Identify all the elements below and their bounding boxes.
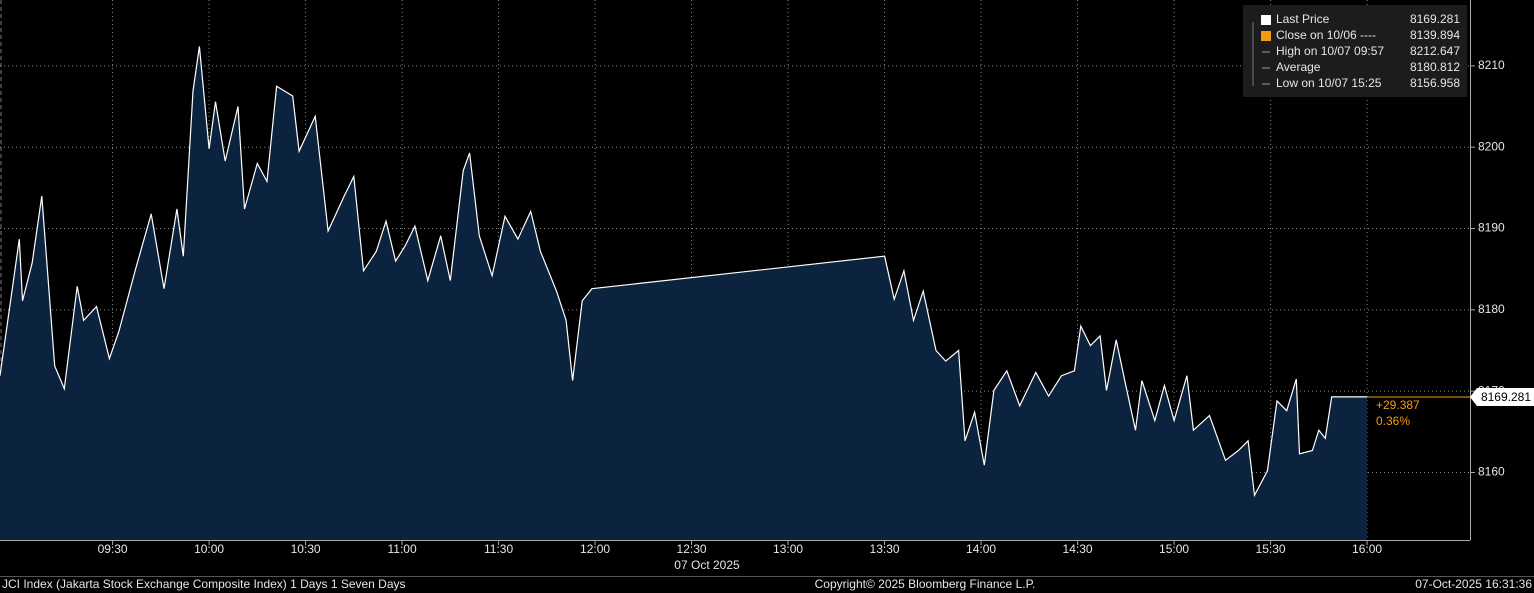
x-tick-label: 12:00 bbox=[580, 542, 610, 556]
legend-value: 8212.647 bbox=[1410, 44, 1460, 58]
date-label: 07 Oct 2025 bbox=[674, 558, 740, 572]
x-tick-label: 10:30 bbox=[291, 542, 321, 556]
x-tick-label: 15:00 bbox=[1159, 542, 1189, 556]
legend-value: 8180.812 bbox=[1410, 60, 1460, 74]
x-tick-label: 13:00 bbox=[773, 542, 803, 556]
last-price-tag-label: 8169.281 bbox=[1481, 390, 1531, 404]
area-fill bbox=[0, 46, 1368, 541]
x-tick-label: 13:30 bbox=[870, 542, 900, 556]
y-tick-label: 8160 bbox=[1478, 465, 1505, 479]
x-tick-label: 09:30 bbox=[98, 542, 128, 556]
x-tick-label: 12:30 bbox=[677, 542, 707, 556]
legend-value: 8156.958 bbox=[1410, 76, 1460, 90]
x-tick-label: 11:30 bbox=[484, 542, 513, 556]
legend-label: High on 10/07 09:57 bbox=[1276, 44, 1384, 58]
change-annotation: +29.387 bbox=[1376, 398, 1420, 412]
legend-swatch bbox=[1261, 15, 1271, 25]
legend-label: Last Price bbox=[1276, 12, 1330, 26]
legend-background bbox=[1243, 5, 1467, 97]
x-tick-label: 16:00 bbox=[1352, 542, 1382, 556]
legend-value: 8169.281 bbox=[1410, 12, 1460, 26]
last-price-tag bbox=[1470, 388, 1534, 407]
legend-label: Low on 10/07 15:25 bbox=[1276, 76, 1382, 90]
y-tick-label: 8200 bbox=[1478, 139, 1505, 153]
footer-center: Copyright© 2025 Bloomberg Finance L.P. bbox=[815, 577, 1036, 591]
footer-right: 07-Oct-2025 16:31:36 bbox=[1415, 577, 1532, 591]
x-tick-label: 14:00 bbox=[966, 542, 996, 556]
legend-value: 8139.894 bbox=[1410, 28, 1460, 42]
legend-label: Close on 10/06 ---- bbox=[1276, 28, 1376, 42]
y-tick-label: 8210 bbox=[1478, 58, 1505, 72]
legend-swatch bbox=[1261, 31, 1271, 41]
price-line bbox=[0, 46, 1368, 498]
x-tick-label: 14:30 bbox=[1063, 542, 1093, 556]
legend-label: Average bbox=[1276, 60, 1321, 74]
x-tick-label: 11:00 bbox=[388, 542, 417, 556]
legend: Last Price 8169.281 Close on 10/06 ---- 813… bbox=[1243, 5, 1467, 97]
y-tick-label: 8180 bbox=[1478, 302, 1505, 316]
y-tick-label: 8190 bbox=[1478, 221, 1505, 235]
change-annotation: 0.36% bbox=[1376, 414, 1410, 428]
x-tick-label: 15:30 bbox=[1256, 542, 1286, 556]
x-tick-label: 10:00 bbox=[194, 542, 224, 556]
footer-left: JCI Index (Jakarta Stock Exchange Compos… bbox=[2, 577, 406, 591]
